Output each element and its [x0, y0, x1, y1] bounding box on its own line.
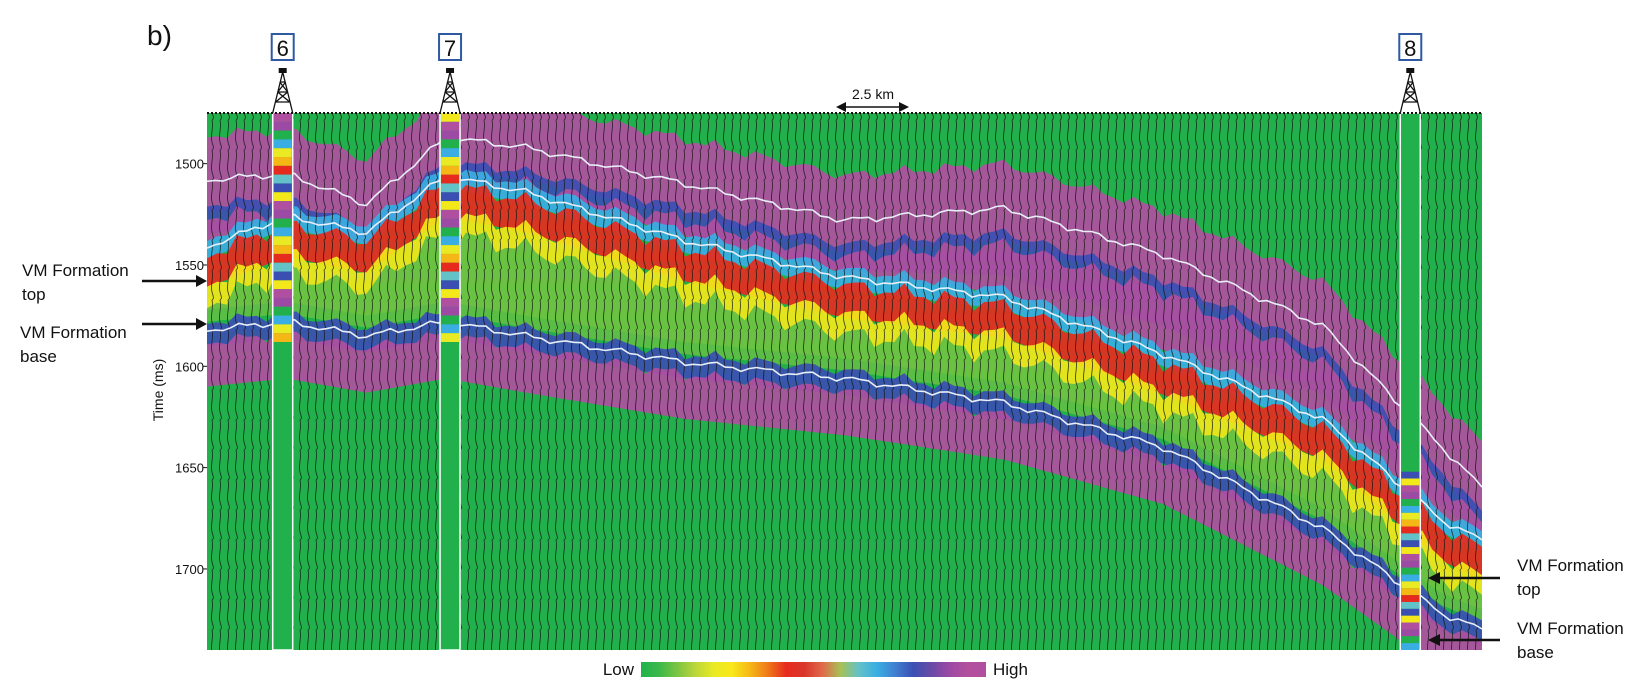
- derrick-icon: [439, 71, 461, 114]
- colorbar-ramp: [641, 662, 986, 677]
- derrick-top: [446, 68, 455, 73]
- y-tick-label: 1650: [175, 461, 204, 476]
- annotation-left-top: VM Formation top: [22, 261, 207, 304]
- well-label-box: [1398, 33, 1423, 61]
- y-axis: 1500 1550 1600 1650 1700: [175, 157, 207, 577]
- annotation-right-top-line2: top: [1517, 580, 1541, 599]
- well-label-box: [270, 33, 295, 61]
- annotation-left-top-line2: top: [22, 285, 46, 304]
- annotation-right-base-arrowhead: [1428, 634, 1440, 646]
- scale-bar-arrow-right: [899, 102, 909, 112]
- well-label: 8: [1404, 36, 1416, 61]
- horizon-lines: [207, 135, 1482, 630]
- scale-bar-arrow-left: [836, 102, 846, 112]
- well-log-8: [1399, 113, 1422, 650]
- annotation-right-base: VM Formation base: [1428, 619, 1624, 662]
- annotation-left-top-arrowhead: [196, 275, 207, 287]
- colorbar-low-label: Low: [603, 660, 635, 679]
- y-axis-label: Time (ms): [150, 359, 166, 421]
- well-label: 6: [277, 36, 289, 61]
- well-label: 7: [444, 36, 456, 61]
- horizon-vm-top: [207, 174, 1482, 541]
- annotation-left-base-line1: VM Formation: [20, 323, 127, 342]
- annotation-left-base: VM Formation base: [20, 318, 207, 366]
- panel-label: b): [147, 20, 172, 51]
- annotation-right-top-line1: VM Formation: [1517, 556, 1624, 575]
- trace-wiggles: [207, 113, 1482, 650]
- annotation-left-top-line1: VM Formation: [22, 261, 129, 280]
- annotation-right-base-line2: base: [1517, 643, 1554, 662]
- wells: 6 7 8: [270, 33, 1423, 114]
- annotation-left-base-arrowhead: [196, 318, 207, 330]
- annotation-right-top: VM Formation top: [1428, 556, 1624, 599]
- horizon-vm-base: [207, 318, 1482, 630]
- well-8: 8: [1398, 33, 1423, 114]
- well-7: 7: [438, 33, 463, 114]
- well-label-box: [438, 33, 463, 61]
- colorbar: Low High: [603, 660, 1028, 679]
- well-6: 6: [270, 33, 295, 114]
- y-tick-label: 1500: [175, 157, 204, 172]
- seismic-section: [207, 113, 1482, 650]
- annotation-left-base-line2: base: [20, 347, 57, 366]
- derrick-icon: [1399, 71, 1421, 114]
- well-logs: [271, 113, 1422, 650]
- y-tick-label: 1700: [175, 562, 204, 577]
- colorbar-high-label: High: [993, 660, 1028, 679]
- y-tick-label: 1600: [175, 359, 204, 374]
- scale-bar: 2.5 km: [836, 86, 909, 112]
- derrick-top: [1406, 68, 1415, 73]
- derrick-icon: [272, 71, 294, 114]
- annotation-right-base-line1: VM Formation: [1517, 619, 1624, 638]
- scale-bar-label: 2.5 km: [852, 86, 894, 102]
- annotation-right-top-arrowhead: [1428, 572, 1440, 584]
- y-tick-label: 1550: [175, 258, 204, 273]
- derrick-top: [278, 68, 287, 73]
- well-log-6: [271, 113, 294, 650]
- horizon-upper: [207, 135, 1482, 488]
- well-log-7: [439, 113, 461, 650]
